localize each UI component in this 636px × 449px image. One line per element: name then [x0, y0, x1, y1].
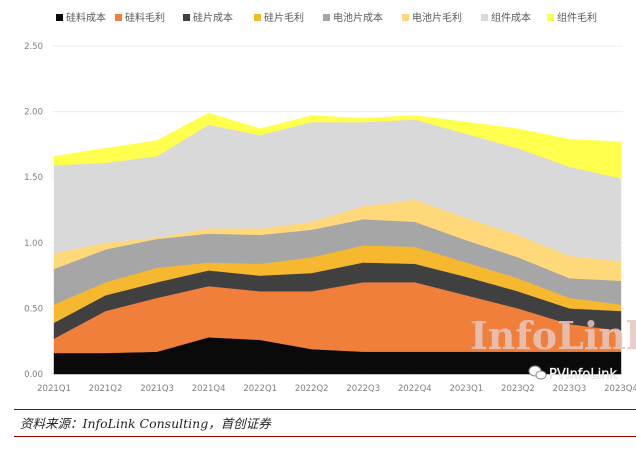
x-tick-label: 2021Q2: [89, 384, 123, 394]
x-tick-label: 2023Q1: [449, 384, 483, 394]
legend-label: 硅料成本: [66, 11, 106, 24]
source-rule-top: [14, 409, 636, 410]
source-rule-bottom: [14, 436, 636, 437]
legend-swatch: [183, 14, 190, 21]
legend-label: 电池片毛利: [412, 11, 462, 24]
x-tick-label: 2021Q4: [192, 384, 226, 394]
brand-mark-text: PVInfoLink: [549, 367, 617, 382]
infolink-watermark: InfoLink: [470, 313, 636, 358]
legend-label: 电池片成本: [333, 11, 383, 24]
x-tick-label: 2022Q1: [243, 384, 277, 394]
legend-swatch: [254, 14, 261, 21]
x-tick-label: 2021Q3: [140, 384, 174, 394]
legend-swatch: [115, 14, 122, 21]
area-series-8: [53, 112, 622, 179]
watermark-layer: InfoLink PVInfoLink: [470, 313, 636, 382]
legend: 硅料成本 硅料毛利 硅片成本 硅片毛利 电池片成本 电池片毛利 组件成本 组件毛利: [56, 11, 597, 24]
x-tick-label: 2023Q3: [553, 384, 587, 394]
legend-swatch: [547, 14, 554, 21]
legend-label: 硅片成本: [193, 11, 233, 24]
legend-item-2: 硅料毛利: [115, 11, 165, 24]
x-tick-label: 2023Q4: [604, 384, 636, 394]
legend-item-5: 电池片成本: [323, 11, 383, 24]
legend-label: 硅料毛利: [125, 11, 165, 24]
source-note: 资料来源：InfoLink Consulting，首创证券: [20, 416, 271, 431]
legend-swatch: [481, 14, 488, 21]
x-tick-label: 2022Q2: [295, 384, 329, 394]
legend-label: 组件毛利: [557, 11, 597, 24]
x-tick-label: 2023Q2: [501, 384, 535, 394]
legend-swatch: [323, 14, 330, 21]
y-tick-label: 1.00: [24, 239, 43, 249]
y-tick-label: 1.50: [24, 173, 43, 183]
area-series-layer: [53, 112, 622, 375]
x-tick-label: 2022Q3: [346, 384, 380, 394]
legend-label: 组件成本: [491, 11, 531, 24]
y-axis: 0.00 0.50 1.00 1.50 2.00 2.50: [24, 42, 43, 380]
x-tick-label: 2022Q4: [398, 384, 432, 394]
x-axis: 2021Q1 2021Q2 2021Q3 2021Q4 2022Q1 2022Q2 2022…: [37, 384, 636, 394]
legend-swatch: [56, 14, 63, 21]
legend-swatch: [402, 14, 409, 21]
legend-label: 硅片毛利: [264, 11, 304, 24]
legend-item-1: 硅料成本: [56, 11, 106, 24]
x-tick-label: 2021Q1: [37, 384, 71, 394]
legend-item-8: 组件毛利: [547, 11, 597, 24]
legend-item-3: 硅片成本: [183, 11, 233, 24]
y-tick-label: 2.50: [24, 42, 43, 52]
pvinfolink-brand: PVInfoLink: [528, 365, 618, 382]
y-tick-label: 2.00: [24, 108, 43, 118]
legend-item-7: 组件成本: [481, 11, 531, 24]
y-tick-label: 0.00: [24, 370, 43, 380]
legend-item-4: 硅片毛利: [254, 11, 304, 24]
legend-item-6: 电池片毛利: [402, 11, 462, 24]
wechat-icon: [528, 365, 547, 380]
y-tick-label: 0.50: [24, 304, 43, 314]
